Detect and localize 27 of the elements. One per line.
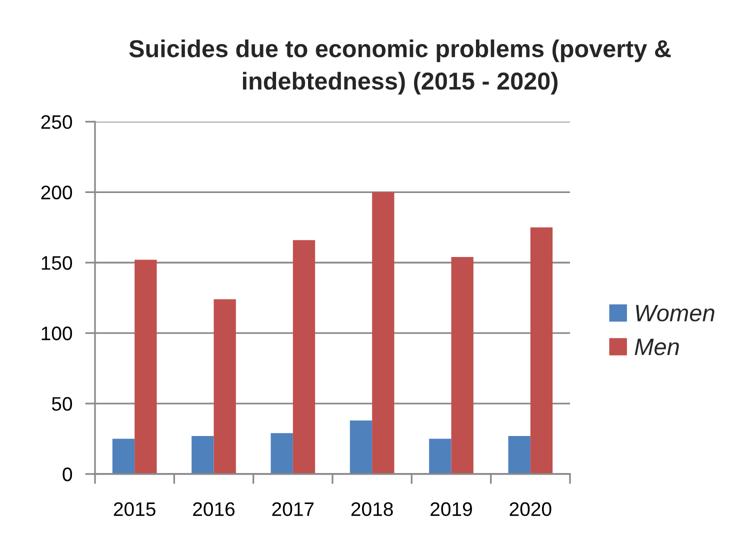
bar (451, 256, 474, 474)
x-tick-label: 2019 (430, 502, 472, 516)
y-tick-label: 50 (52, 397, 72, 411)
y-tick-label: 200 (41, 186, 72, 200)
bar (292, 240, 316, 474)
legend-label: Women (636, 304, 714, 322)
x-tick-label: 2017 (272, 502, 314, 516)
y-tick-label: 250 (41, 115, 72, 129)
chart-title: Suicides due to economic problems (poverty & indebtedness) (2015 - 2020) (129, 40, 671, 94)
x-tick-label: 2016 (193, 502, 235, 516)
bar (372, 192, 394, 474)
bar (429, 438, 452, 474)
bar (112, 438, 135, 474)
bar (270, 433, 293, 474)
y-tick-label: 100 (42, 326, 72, 340)
y-tick-label: 0 (62, 467, 72, 482)
bar (134, 260, 157, 474)
bar (530, 227, 553, 474)
bar (214, 299, 236, 474)
y-tick-label: 150 (42, 256, 72, 270)
x-tick-label: 2018 (351, 502, 393, 516)
x-tick-label: 2015 (114, 502, 156, 516)
bar (350, 420, 372, 474)
x-tick-label: 2020 (510, 502, 552, 516)
bar (508, 436, 530, 474)
legend-label: Men (634, 338, 679, 356)
bar (192, 436, 214, 474)
